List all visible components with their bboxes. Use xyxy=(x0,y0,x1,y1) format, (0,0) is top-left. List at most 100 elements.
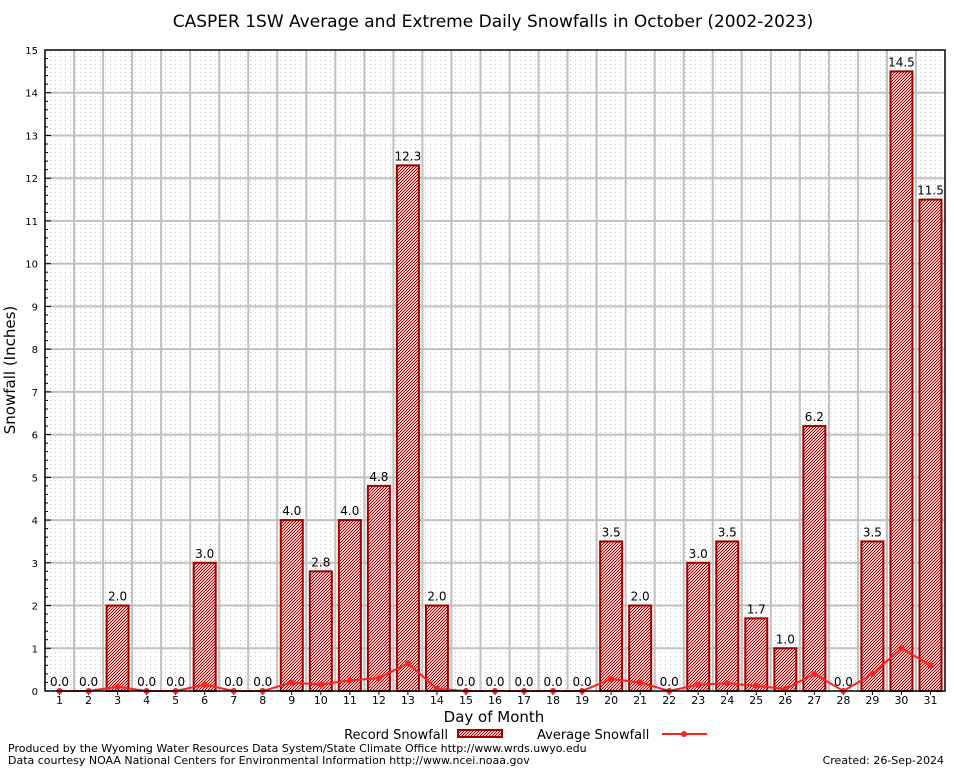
bar-data-label: 3.0 xyxy=(195,547,214,561)
x-tick-label: 24 xyxy=(720,694,734,707)
x-tick-label: 17 xyxy=(517,694,531,707)
x-tick-label: 12 xyxy=(372,694,386,707)
bar-record-day-30 xyxy=(889,70,914,693)
x-axis-label: Day of Month xyxy=(444,708,545,726)
bar-data-label: 12.3 xyxy=(395,149,422,163)
bar-data-label: 0.0 xyxy=(137,675,156,689)
bar-data-label: 0.0 xyxy=(660,675,679,689)
y-tick-label: 0 xyxy=(32,687,38,698)
footer-data-courtesy: Data courtesy NOAA National Centers for … xyxy=(8,754,530,767)
average-point-day-12 xyxy=(375,675,382,682)
x-tick-label: 3 xyxy=(114,694,121,707)
bar-data-label: 0.0 xyxy=(456,675,475,689)
x-tick-label: 29 xyxy=(865,694,879,707)
y-tick-label: 1 xyxy=(32,644,38,655)
bar-record-day-10 xyxy=(308,570,333,693)
x-tick-label: 11 xyxy=(343,694,357,707)
x-tick-label: 26 xyxy=(778,694,792,707)
legend-record-swatch xyxy=(457,729,503,738)
x-tick-label: 1 xyxy=(56,694,63,707)
bar-data-label: 0.0 xyxy=(544,675,563,689)
bar-data-label: 4.8 xyxy=(369,470,388,484)
bar-record-day-9 xyxy=(279,519,304,692)
plot-border xyxy=(44,49,946,692)
x-tick-label: 28 xyxy=(836,694,850,707)
chart-title: CASPER 1SW Average and Extreme Daily Sno… xyxy=(173,12,814,32)
average-point-day-24 xyxy=(724,680,731,687)
bar-data-label: 14.5 xyxy=(888,55,915,69)
y-tick-label: 3 xyxy=(32,559,38,570)
y-tick-label: 14 xyxy=(25,89,38,100)
x-tick-label: 13 xyxy=(401,694,415,707)
average-point-day-25 xyxy=(753,682,760,689)
legend-record-label: Record Snowfall xyxy=(344,728,448,743)
x-tick-label: 30 xyxy=(894,694,908,707)
average-point-day-27 xyxy=(811,670,818,677)
average-point-day-3 xyxy=(114,683,121,690)
y-tick-label: 5 xyxy=(32,473,38,484)
footer-produced-by: Produced by the Wyoming Water Resources … xyxy=(8,742,587,755)
bar-record-day-13 xyxy=(395,164,420,692)
x-tick-label: 18 xyxy=(546,694,560,707)
bar-record-day-23 xyxy=(686,561,711,692)
bar-data-label: 1.0 xyxy=(776,632,795,646)
bar-data-label: 0.0 xyxy=(50,675,69,689)
x-tick-label: 22 xyxy=(662,694,676,707)
bar-data-label: 0.0 xyxy=(485,675,504,689)
bar-record-day-12 xyxy=(366,484,391,692)
bar-data-label: 2.8 xyxy=(311,555,330,569)
x-tick-label: 6 xyxy=(201,694,208,707)
y-tick-label: 15 xyxy=(25,46,38,57)
bar-data-label: 2.0 xyxy=(631,590,650,604)
x-tick-label: 5 xyxy=(172,694,179,707)
y-tick-label: 2 xyxy=(32,602,38,613)
bar-record-day-27 xyxy=(802,425,827,692)
y-tick-label: 9 xyxy=(32,302,38,313)
average-point-day-13 xyxy=(404,660,411,667)
bar-record-day-3 xyxy=(105,604,130,692)
x-tick-label: 9 xyxy=(288,694,295,707)
y-tick-label: 10 xyxy=(25,260,38,271)
bar-record-day-24 xyxy=(715,540,740,693)
x-tick-label: 31 xyxy=(923,694,937,707)
average-point-day-20 xyxy=(608,676,615,683)
bar-record-day-29 xyxy=(860,540,885,693)
bar-data-label: 11.5 xyxy=(917,184,944,198)
legend-average-marker xyxy=(681,731,687,737)
bar-data-label: 0.0 xyxy=(573,675,592,689)
y-tick-label: 6 xyxy=(32,431,38,442)
bar-data-label: 4.0 xyxy=(282,504,301,518)
bar-data-label: 3.5 xyxy=(602,525,621,539)
legend-average-label: Average Snowfall xyxy=(537,728,649,743)
average-point-day-10 xyxy=(317,681,324,688)
footer-created-date: Created: 26-Sep-2024 xyxy=(822,754,944,767)
x-tick-label: 19 xyxy=(575,694,589,707)
x-tick-label: 21 xyxy=(633,694,647,707)
bar-data-label: 0.0 xyxy=(834,675,853,689)
average-point-day-6 xyxy=(201,681,208,688)
bar-record-day-14 xyxy=(424,604,449,692)
bar-data-label: 1.7 xyxy=(747,602,766,616)
bar-data-label: 0.0 xyxy=(514,675,533,689)
legend: Record Snowfall Average Snowfall xyxy=(344,728,707,743)
y-axis-label: Snowfall (Inches) xyxy=(1,306,19,434)
average-point-day-31 xyxy=(927,662,934,669)
bar-data-label: 6.2 xyxy=(805,410,824,424)
x-tick-label: 10 xyxy=(314,694,328,707)
bar-record-day-31 xyxy=(918,198,943,692)
bar-data-label: 0.0 xyxy=(79,675,98,689)
x-tick-label: 23 xyxy=(691,694,705,707)
bar-data-label: 2.0 xyxy=(427,590,446,604)
average-point-day-30 xyxy=(898,645,905,652)
bar-data-label: 3.0 xyxy=(689,547,708,561)
bar-data-label: 0.0 xyxy=(166,675,185,689)
average-point-day-9 xyxy=(288,679,295,686)
average-point-day-11 xyxy=(346,677,353,684)
bar-data-label: 0.0 xyxy=(253,675,272,689)
x-tick-label: 2 xyxy=(85,694,92,707)
bar-data-label: 2.0 xyxy=(108,590,127,604)
average-point-day-29 xyxy=(869,670,876,677)
bar-data-label: 4.0 xyxy=(340,504,359,518)
